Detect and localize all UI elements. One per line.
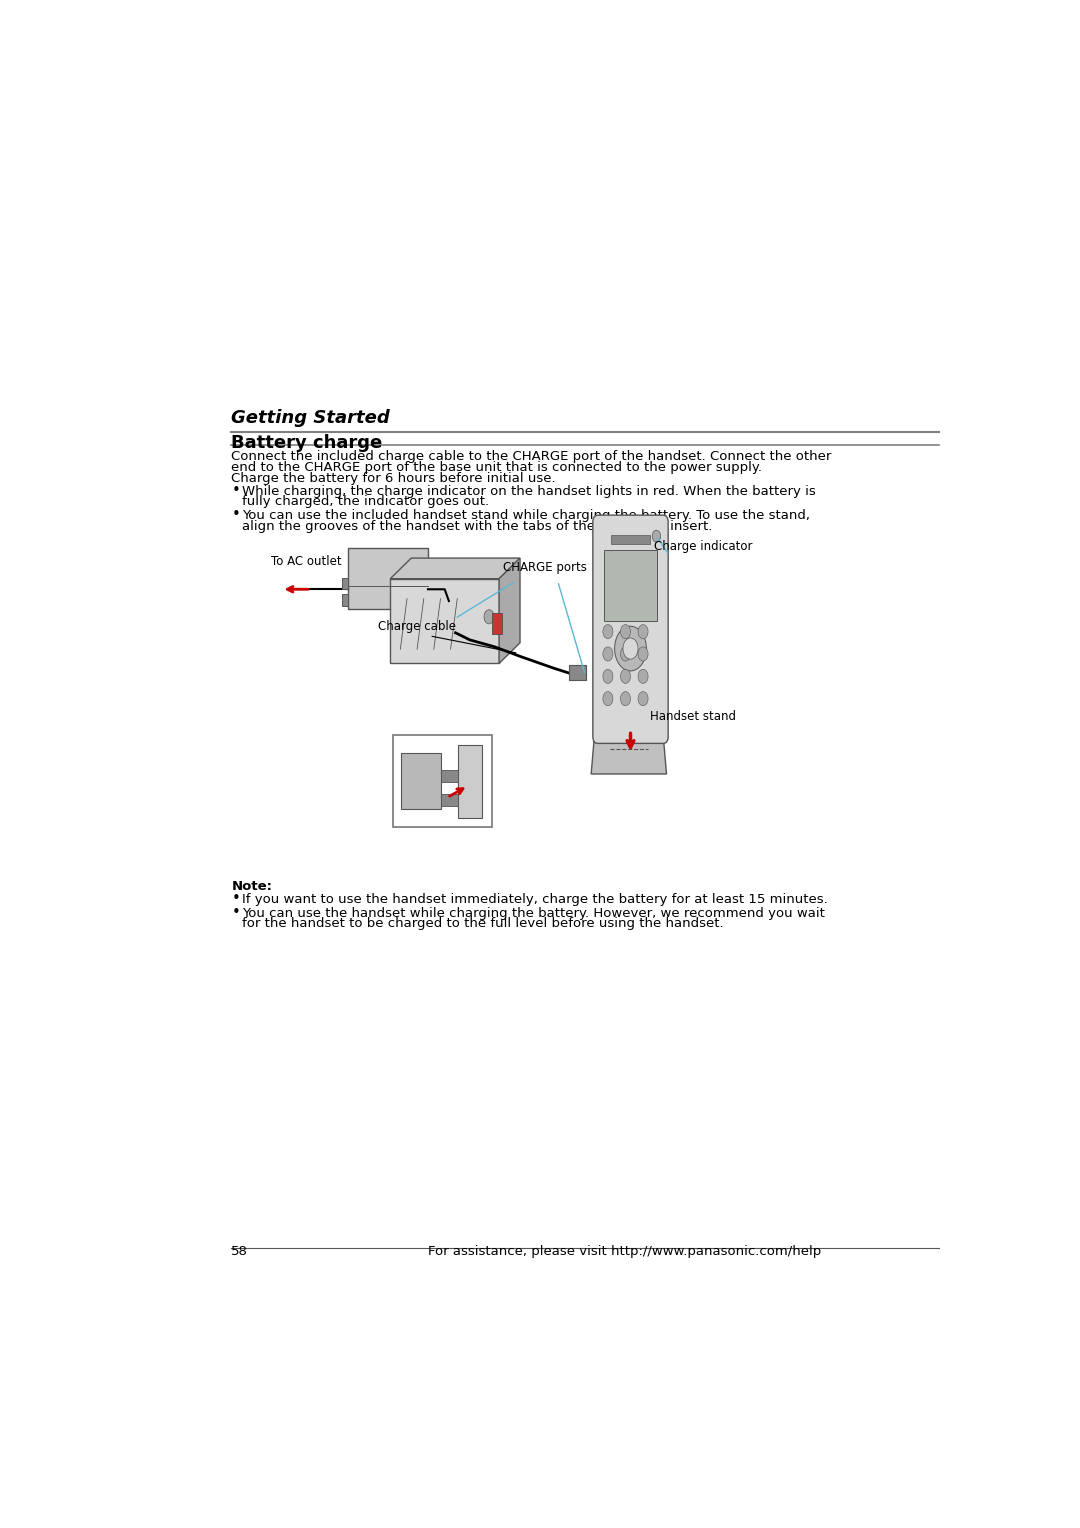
Circle shape [638, 625, 648, 639]
Circle shape [652, 530, 661, 542]
Bar [442, 770, 458, 782]
Text: You can use the handset while charging the battery. However, we recommend you wa: You can use the handset while charging t… [242, 908, 825, 920]
Bar [442, 795, 458, 805]
Text: •: • [231, 507, 240, 523]
Text: If you want to use the handset immediately, charge the battery for at least 15 m: If you want to use the handset immediate… [242, 892, 828, 906]
Circle shape [620, 692, 631, 706]
Polygon shape [390, 558, 521, 579]
Text: •: • [231, 905, 240, 920]
Text: Handset stand: Handset stand [650, 711, 735, 723]
Bar [341, 578, 349, 590]
Circle shape [603, 625, 613, 639]
Bar [604, 550, 658, 620]
Circle shape [638, 692, 648, 706]
Text: Charge cable: Charge cable [378, 620, 456, 633]
Circle shape [623, 639, 638, 659]
Text: You can use the included handset stand while charging the battery. To use the st: You can use the included handset stand w… [242, 509, 810, 523]
Circle shape [620, 669, 631, 683]
Circle shape [484, 610, 494, 623]
Circle shape [603, 669, 613, 683]
Text: end to the CHARGE port of the base unit that is connected to the power supply.: end to the CHARGE port of the base unit … [231, 461, 762, 474]
Text: While charging, the charge indicator on the handset lights in red. When the batt: While charging, the charge indicator on … [242, 484, 815, 498]
Text: •: • [231, 483, 240, 498]
Circle shape [603, 646, 613, 662]
Text: For assistance, please visit http://www.panasonic.com/help: For assistance, please visit http://www.… [428, 1245, 821, 1258]
Text: Connect the included charge cable to the CHARGE port of the handset. Connect the: Connect the included charge cable to the… [231, 451, 832, 463]
Bar [349, 549, 428, 610]
Circle shape [638, 669, 648, 683]
Text: for the handset to be charged to the full level before using the handset.: for the handset to be charged to the ful… [242, 917, 724, 931]
Polygon shape [390, 579, 499, 663]
Bar [401, 753, 442, 810]
Text: Note:: Note: [231, 880, 272, 892]
Circle shape [603, 692, 613, 706]
Text: CHARGE ports: CHARGE ports [503, 561, 588, 575]
Text: align the grooves of the handset with the tabs of the stand and insert.: align the grooves of the handset with th… [242, 520, 713, 533]
Bar [569, 665, 586, 680]
Circle shape [620, 646, 631, 662]
Text: 58: 58 [231, 1245, 248, 1258]
Text: fully charged, the indicator goes out.: fully charged, the indicator goes out. [242, 495, 489, 509]
Bar [611, 535, 650, 544]
Circle shape [615, 626, 647, 671]
Text: •: • [231, 891, 240, 906]
Text: Battery charge: Battery charge [231, 434, 382, 452]
Text: Charge the battery for 6 hours before initial use.: Charge the battery for 6 hours before in… [231, 472, 556, 484]
Circle shape [638, 646, 648, 662]
Circle shape [620, 625, 631, 639]
Text: Getting Started: Getting Started [231, 410, 390, 426]
Bar [341, 594, 349, 605]
Polygon shape [499, 558, 521, 663]
Bar [492, 613, 502, 634]
Bar [393, 735, 491, 827]
Bar [458, 744, 482, 817]
Text: Charge indicator: Charge indicator [653, 539, 753, 553]
FancyBboxPatch shape [593, 515, 669, 744]
Polygon shape [591, 724, 666, 775]
Text: To AC outlet: To AC outlet [271, 555, 342, 568]
